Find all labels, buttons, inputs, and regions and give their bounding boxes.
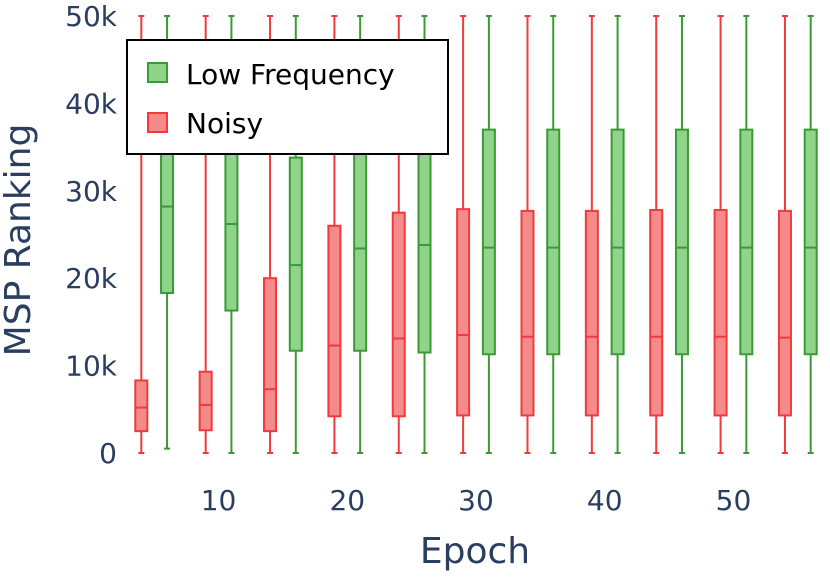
- noisy-iqr-7: [584, 209, 599, 417]
- legend-swatch-noisy: [147, 112, 168, 133]
- noisy-iqr-9: [713, 209, 728, 417]
- legend-swatch-low-frequency: [147, 62, 168, 83]
- x-tick-label-4: 50: [716, 484, 752, 517]
- noisy-box-8: [649, 15, 664, 454]
- y-tick-label-2: 20k: [65, 262, 118, 295]
- low-frequency-iqr-5: [481, 128, 496, 356]
- low-frequency-iqr-4: [417, 128, 432, 354]
- y-tick-label-0: 0: [99, 437, 117, 470]
- x-tick-label-1: 20: [329, 484, 365, 517]
- low-frequency-box-7: [610, 15, 625, 454]
- low-frequency-iqr-8: [674, 128, 689, 356]
- low-frequency-box-8: [674, 15, 689, 454]
- noisy-box-10: [777, 15, 792, 454]
- legend-label-noisy: Noisy: [186, 107, 263, 140]
- low-frequency-box-9: [739, 15, 754, 454]
- noisy-box-7: [584, 15, 599, 454]
- y-axis-title: MSP Ranking: [0, 124, 39, 357]
- noisy-iqr-0: [134, 379, 149, 433]
- noisy-iqr-4: [391, 211, 406, 418]
- noisy-box-5: [456, 15, 471, 454]
- low-frequency-iqr-1: [224, 128, 239, 312]
- low-frequency-box-10: [803, 15, 818, 454]
- legend-label-low-frequency: Low Frequency: [186, 58, 395, 91]
- x-axis-title: Epoch: [420, 531, 530, 572]
- noisy-iqr-8: [649, 209, 664, 417]
- x-tick-label-3: 40: [587, 484, 623, 517]
- noisy-iqr-3: [327, 224, 342, 418]
- low-frequency-iqr-3: [353, 128, 368, 352]
- y-tick-label-4: 40k: [65, 87, 118, 120]
- noisy-box-6: [520, 15, 535, 454]
- low-frequency-box-5: [481, 15, 496, 454]
- y-axis-ticks: 0 10k 20k 30k 40k 50k: [65, 0, 118, 470]
- x-axis-ticks: 10 20 30 40 50: [201, 484, 752, 517]
- low-frequency-iqr-7: [610, 128, 625, 356]
- x-tick-label-0: 10: [201, 484, 237, 517]
- x-tick-label-2: 30: [458, 484, 494, 517]
- y-tick-label-1: 10k: [65, 350, 118, 383]
- low-frequency-iqr-10: [803, 128, 818, 356]
- y-tick-label-3: 30k: [65, 175, 118, 208]
- y-tick-label-5: 50k: [65, 0, 118, 33]
- legend: Low Frequency Noisy: [126, 39, 449, 155]
- noisy-box-9: [713, 15, 728, 454]
- noisy-iqr-1: [198, 370, 213, 432]
- noisy-iqr-6: [520, 209, 535, 417]
- low-frequency-iqr-6: [546, 128, 561, 356]
- legend-box: [126, 39, 449, 155]
- low-frequency-iqr-9: [739, 128, 754, 356]
- noisy-iqr-10: [777, 209, 792, 417]
- noisy-iqr-5: [456, 208, 471, 417]
- noisy-iqr-2: [263, 277, 278, 433]
- plot-area: [134, 15, 818, 454]
- low-frequency-iqr-2: [288, 156, 303, 352]
- low-frequency-box-6: [546, 15, 561, 454]
